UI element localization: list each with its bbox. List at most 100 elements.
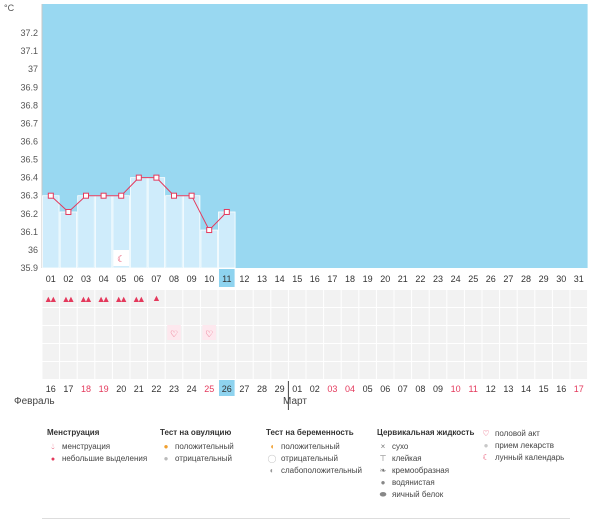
symptom-cell	[517, 362, 535, 379]
moon-icon: ☾	[482, 453, 490, 462]
calendar-date-label: 10	[451, 384, 461, 394]
cycle-day-label: 08	[169, 274, 179, 284]
cycle-day-label: 31	[574, 274, 584, 284]
drop-icon: ▲	[137, 294, 146, 304]
symptom-cell	[77, 326, 95, 343]
cycle-day-label: 30	[556, 274, 566, 284]
cycle-day-label: 02	[63, 274, 73, 284]
symptom-cell	[359, 326, 376, 343]
symptom-cell	[112, 344, 130, 361]
symptom-cell	[288, 362, 306, 379]
creamy-icon: ❧	[379, 466, 387, 475]
symptom-cell	[95, 362, 112, 379]
calendar-date-label: 21	[134, 384, 144, 394]
legend-item: ◐ слабоположительный	[266, 465, 362, 477]
symptom-cell	[271, 344, 288, 361]
symptom-cell	[341, 308, 359, 325]
symptom-cell	[324, 344, 341, 361]
cycle-day-label: 05	[116, 274, 126, 284]
symptom-cell	[218, 326, 236, 343]
small-drop-icon: ▲	[152, 293, 161, 303]
cycle-day-label: 10	[204, 274, 214, 284]
symptom-cell	[324, 290, 341, 307]
symptom-cell	[429, 290, 447, 307]
symptom-cell	[359, 290, 376, 307]
symptom-cell	[306, 308, 324, 325]
cycle-day-label: 07	[151, 274, 161, 284]
symptom-cell	[341, 344, 359, 361]
symptom-cell	[271, 308, 288, 325]
legend-item: ◖ положительный	[266, 441, 362, 453]
legend-title: Цервикальная жидкость	[377, 428, 475, 437]
symptom-cell	[253, 326, 271, 343]
symptom-cell	[394, 290, 412, 307]
symptom-cell	[306, 362, 324, 379]
legend-ovulation: Тест на овуляцию ● положительный ● отрицат…	[160, 428, 234, 465]
symptom-cell	[552, 290, 570, 307]
symptom-cell	[236, 344, 253, 361]
symptom-cell	[236, 308, 253, 325]
cycle-day-label: 24	[451, 274, 461, 284]
symptom-cell	[183, 326, 200, 343]
calendar-date-label: 04	[345, 384, 355, 394]
temperature-point	[135, 174, 142, 181]
current-day-highlight	[219, 269, 235, 287]
symptom-cell	[130, 326, 148, 343]
current-date-highlight	[219, 380, 235, 396]
symptom-cell	[148, 290, 165, 307]
symptom-cell	[429, 344, 447, 361]
pregnancy-weak-icon: ◐	[269, 466, 275, 475]
cycle-day-label: 16	[310, 274, 320, 284]
symptom-cell	[77, 308, 95, 325]
temperature-point	[223, 208, 230, 215]
calendar-date-label: 02	[310, 384, 320, 394]
symptom-cell	[148, 362, 165, 379]
calendar-date-label: 05	[363, 384, 373, 394]
temperature-bar	[147, 177, 166, 269]
drop-icon: ▲	[119, 294, 128, 304]
temperature-point	[65, 208, 72, 215]
cycle-day-label: 20	[380, 274, 390, 284]
symptom-cell	[42, 344, 60, 361]
symptom-cell	[570, 290, 588, 307]
symptom-cell	[517, 290, 535, 307]
symptom-cell	[570, 344, 588, 361]
temperature-bar	[130, 177, 148, 269]
cycle-day-label: 28	[521, 274, 531, 284]
cycle-day-label: 04	[99, 274, 109, 284]
symptom-cell	[130, 362, 148, 379]
calendar-date-label: 26	[222, 384, 232, 394]
heart-icon: ♡	[205, 329, 213, 339]
y-tick-label: 37.2	[20, 28, 38, 38]
legend-other: ♡ половой акт ● прием лекарств ☾ лунный кал…	[480, 428, 564, 464]
legend-item: ♡ половой акт	[480, 428, 564, 440]
symptom-cell	[77, 362, 95, 379]
lunar-marker-bg	[113, 250, 129, 266]
temperature-point	[118, 192, 125, 199]
calendar-date-label: 08	[415, 384, 425, 394]
symptom-cell	[447, 290, 464, 307]
symptom-cell	[288, 326, 306, 343]
cycle-day-label: 27	[503, 274, 513, 284]
symptom-cell	[218, 290, 236, 307]
symptom-cell	[376, 362, 394, 379]
symptom-cell	[77, 290, 95, 307]
symptom-cell	[535, 344, 552, 361]
symptom-cell	[60, 290, 77, 307]
drop-icon: ▲	[132, 294, 141, 304]
temperature-bar	[59, 211, 78, 269]
legend-item: 💧︎ менструация	[47, 441, 147, 453]
symptom-cell	[288, 308, 306, 325]
symptom-cell	[376, 290, 394, 307]
symptom-cell	[60, 308, 77, 325]
symptom-cell	[412, 344, 429, 361]
symptom-cell	[517, 308, 535, 325]
symptom-cell	[95, 308, 112, 325]
calendar-date-label: 16	[556, 384, 566, 394]
drop-icon: ▲	[102, 294, 111, 304]
pregnancy-positive-icon: ◖	[269, 442, 275, 451]
symptom-cell	[236, 326, 253, 343]
symptom-cell	[376, 308, 394, 325]
symptom-cell	[183, 344, 200, 361]
drop-icon: ▲	[84, 294, 93, 304]
